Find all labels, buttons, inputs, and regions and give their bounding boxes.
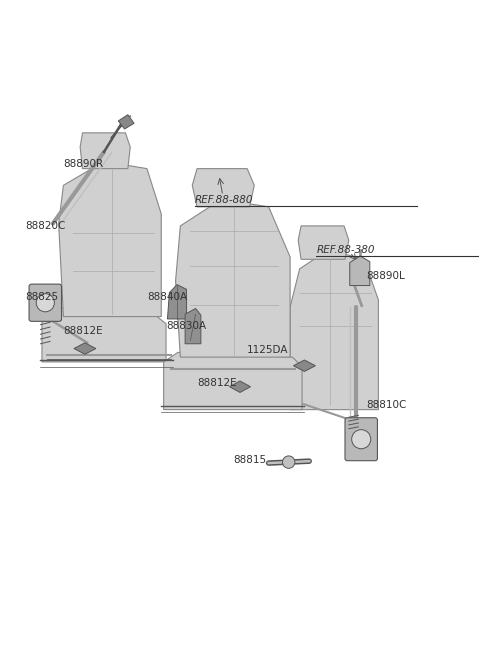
Polygon shape [74, 343, 96, 354]
Polygon shape [350, 256, 370, 286]
Text: REF.88-880: REF.88-880 [195, 194, 253, 204]
Text: 88812E: 88812E [63, 326, 103, 336]
Text: 88812E: 88812E [197, 378, 237, 388]
Text: 88825: 88825 [25, 292, 59, 302]
Text: REF.88-380: REF.88-380 [316, 245, 375, 255]
Polygon shape [59, 162, 161, 317]
Polygon shape [80, 133, 130, 169]
Polygon shape [293, 360, 315, 371]
Text: 88815: 88815 [233, 455, 266, 464]
FancyBboxPatch shape [345, 418, 377, 461]
Text: 88830A: 88830A [166, 321, 206, 331]
Polygon shape [176, 200, 290, 357]
Polygon shape [168, 284, 187, 319]
Polygon shape [42, 307, 166, 362]
Polygon shape [164, 352, 302, 409]
Polygon shape [298, 226, 349, 260]
Circle shape [36, 294, 54, 312]
Polygon shape [290, 250, 378, 409]
Text: 88820C: 88820C [25, 221, 66, 231]
Text: 1125DA: 1125DA [247, 345, 288, 355]
FancyBboxPatch shape [29, 284, 61, 321]
Text: 88890R: 88890R [63, 159, 104, 169]
Polygon shape [185, 308, 201, 344]
Polygon shape [192, 169, 254, 207]
Polygon shape [229, 381, 251, 392]
Text: 88810C: 88810C [366, 400, 407, 410]
Circle shape [352, 430, 371, 449]
Circle shape [282, 456, 295, 468]
Text: 88890L: 88890L [366, 271, 405, 281]
Polygon shape [118, 115, 134, 129]
Text: 88840A: 88840A [147, 292, 187, 302]
